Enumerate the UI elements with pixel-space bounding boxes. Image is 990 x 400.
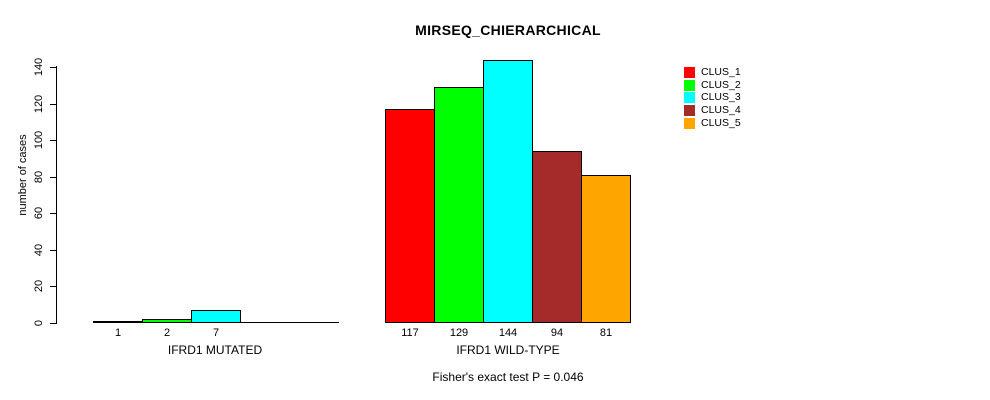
y-tick-label: 0 bbox=[33, 319, 45, 327]
legend-item-clus-5: CLUS_5 bbox=[684, 117, 741, 130]
group-label-ifrd1-mutated: IFRD1 MUTATED bbox=[167, 343, 263, 357]
bar-clus_2 bbox=[142, 319, 192, 323]
y-tick bbox=[50, 213, 57, 214]
legend-swatch-clus-2 bbox=[684, 79, 695, 91]
bar-clus_1 bbox=[93, 321, 143, 323]
legend-item-clus-2: CLUS_2 bbox=[684, 79, 741, 92]
legend-item-clus-4: CLUS_4 bbox=[684, 104, 741, 117]
y-axis-line bbox=[56, 66, 57, 324]
bar-value-label: 81 bbox=[599, 327, 613, 339]
y-tick bbox=[50, 140, 57, 141]
bar-value-label: 117 bbox=[401, 327, 419, 339]
y-tick-label: 60 bbox=[33, 206, 45, 220]
bar-clus_4 bbox=[532, 151, 582, 323]
y-tick-label: 20 bbox=[33, 279, 45, 293]
y-tick-label: 40 bbox=[33, 243, 45, 257]
chart-title: MIRSEQ_CHIERARCHICAL bbox=[415, 22, 601, 38]
bar-value-label: 7 bbox=[212, 327, 220, 339]
y-tick bbox=[50, 286, 57, 287]
bar-clus_2 bbox=[434, 87, 484, 323]
bar-value-label: 144 bbox=[498, 327, 518, 339]
legend-label: CLUS_5 bbox=[701, 116, 741, 129]
y-tick bbox=[50, 323, 57, 324]
y-axis-label: number of cases bbox=[17, 134, 29, 216]
legend-swatch-clus-4 bbox=[684, 104, 695, 116]
bar-clus_3 bbox=[483, 60, 533, 323]
group-label-ifrd1-wild-type: IFRD1 WILD-TYPE bbox=[456, 343, 560, 357]
legend-swatch-clus-1 bbox=[684, 66, 695, 78]
bar-value-label: 2 bbox=[163, 327, 171, 339]
bar-value-label: 94 bbox=[550, 327, 564, 339]
y-tick-label: 120 bbox=[33, 94, 45, 114]
y-tick-label: 140 bbox=[33, 57, 45, 77]
legend-label: CLUS_4 bbox=[701, 103, 741, 116]
legend-item-clus-1: CLUS_1 bbox=[684, 66, 741, 79]
legend-swatch-clus-5 bbox=[684, 117, 695, 129]
bar-clus_1 bbox=[385, 109, 435, 323]
bar-clus_5-zero bbox=[289, 322, 339, 323]
bar-clus_3 bbox=[191, 310, 241, 323]
y-tick bbox=[50, 250, 57, 251]
y-tick-label: 80 bbox=[33, 170, 45, 184]
legend-swatch-clus-3 bbox=[684, 92, 695, 104]
bar-clus_4-zero bbox=[240, 322, 290, 323]
legend: CLUS_1 CLUS_2 CLUS_3 CLUS_4 CLUS_5 bbox=[684, 66, 741, 129]
bar-clus_5 bbox=[581, 175, 631, 323]
y-tick-label: 100 bbox=[33, 130, 45, 150]
y-tick bbox=[50, 104, 57, 105]
legend-item-clus-3: CLUS_3 bbox=[684, 91, 741, 104]
subtitle-fisher-test: Fisher's exact test P = 0.046 bbox=[432, 370, 584, 384]
legend-label: CLUS_3 bbox=[701, 91, 741, 104]
y-tick bbox=[50, 177, 57, 178]
legend-label: CLUS_1 bbox=[701, 65, 741, 78]
y-tick bbox=[50, 67, 57, 68]
bar-value-label: 129 bbox=[449, 327, 469, 339]
legend-label: CLUS_2 bbox=[701, 78, 741, 91]
bar-value-label: 1 bbox=[114, 327, 122, 339]
